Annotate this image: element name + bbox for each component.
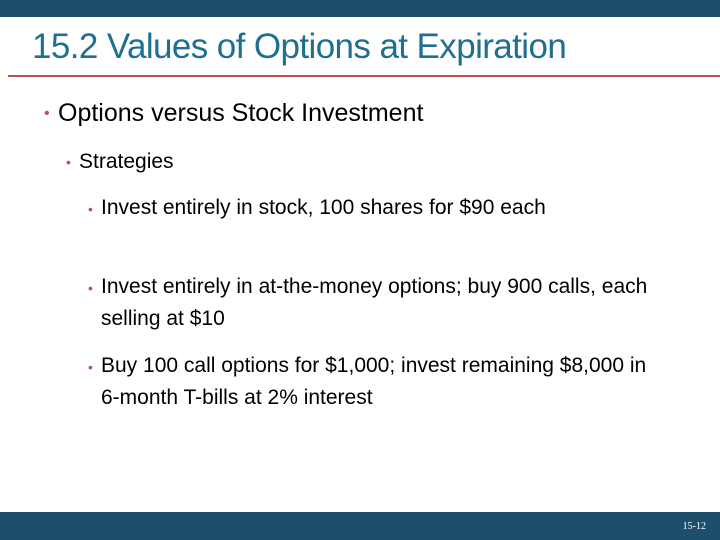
bullet-dot-icon: • (88, 201, 93, 217)
slide-title: 15.2 Values of Options at Expiration (32, 27, 567, 66)
page-number: 15-12 (682, 521, 706, 532)
title-divider-line (8, 75, 720, 77)
top-header-bar (0, 0, 720, 17)
bullet-level-3: • Invest entirely in stock, 100 shares f… (88, 192, 661, 224)
bullet-text: Invest entirely in at-the-money options;… (101, 275, 648, 330)
bullet-dot-icon: • (88, 280, 93, 296)
bullet-text: Options versus Stock Investment (58, 99, 424, 127)
bullet-level-3: • Buy 100 call options for $1,000; inves… (88, 350, 661, 414)
bullet-level-2: • Strategies (66, 148, 174, 176)
bullet-dot-icon: • (44, 105, 50, 122)
bullet-dot-icon: • (88, 359, 93, 375)
footer-bar: 15-12 (0, 512, 720, 540)
bullet-text: Invest entirely in stock, 100 shares for… (101, 196, 546, 219)
bullet-text: Strategies (79, 150, 174, 173)
bullet-level-1: • Options versus Stock Investment (44, 97, 423, 129)
bullet-dot-icon: • (66, 154, 71, 170)
bullet-text: Buy 100 call options for $1,000; invest … (101, 354, 647, 409)
bullet-level-3: • Invest entirely in at-the-money option… (88, 271, 661, 335)
